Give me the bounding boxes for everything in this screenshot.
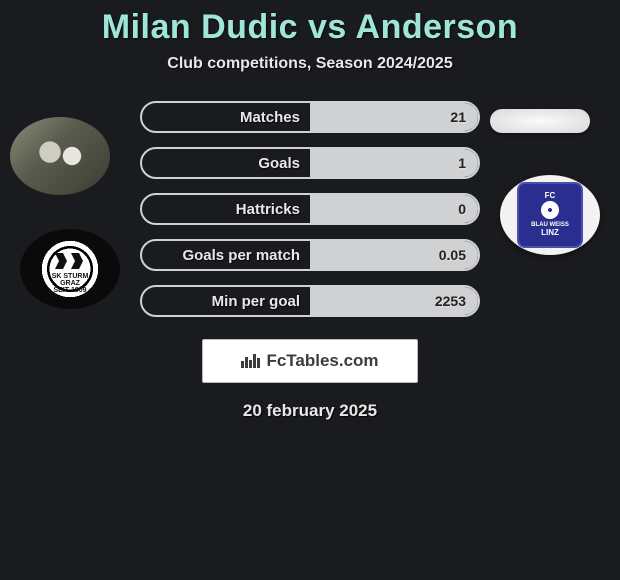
- subtitle: Club competitions, Season 2024/2025: [0, 55, 620, 73]
- stats-list: Matches 21 Goals 1 Hattricks 0 Goals per match…: [140, 101, 480, 317]
- stat-label: Matches: [240, 109, 300, 126]
- stat-left-cell: Hattricks: [142, 195, 310, 223]
- stat-fill: [310, 149, 478, 177]
- sturm-graz-icon: [51, 251, 89, 271]
- stat-value: 2253: [435, 293, 466, 309]
- club-badge-left-year: SEIT 1909: [48, 287, 92, 294]
- stat-value: 0.05: [439, 247, 466, 263]
- club-badge-left-label: SK STURM GRAZ: [48, 273, 92, 287]
- stat-row: Matches 21: [140, 101, 480, 133]
- club-badge-right: FC BLAU WEISS LINZ: [500, 175, 600, 255]
- stat-right-cell: 1: [310, 149, 478, 177]
- stat-right-cell: 0: [310, 195, 478, 223]
- club-badge-left: SK STURM GRAZ SEIT 1909: [20, 229, 120, 309]
- club-badge-right-bottom: LINZ: [541, 229, 559, 238]
- date-line: 20 february 2025: [0, 401, 620, 421]
- ball-icon: [541, 201, 559, 219]
- stat-row: Min per goal 2253: [140, 285, 480, 317]
- stat-right-cell: 2253: [310, 287, 478, 315]
- brand-text: FcTables.com: [266, 351, 378, 371]
- bar-chart-icon: [241, 354, 260, 368]
- stat-left-cell: Goals per match: [142, 241, 310, 269]
- stat-label: Hattricks: [236, 201, 300, 218]
- stat-row: Hattricks 0: [140, 193, 480, 225]
- stat-left-cell: Matches: [142, 103, 310, 131]
- stat-left-cell: Min per goal: [142, 287, 310, 315]
- stat-fill: [310, 195, 478, 223]
- stat-label: Min per goal: [212, 293, 300, 310]
- stat-label: Goals per match: [182, 247, 300, 264]
- stat-row: Goals per match 0.05: [140, 239, 480, 271]
- stat-label: Goals: [258, 155, 300, 172]
- club-badge-right-top: FC: [545, 192, 556, 201]
- stat-right-cell: 0.05: [310, 241, 478, 269]
- player-photo-left: [10, 117, 110, 195]
- stat-value: 1: [458, 155, 466, 171]
- player-photo-right: [490, 109, 590, 133]
- stat-right-cell: 21: [310, 103, 478, 131]
- brand-box[interactable]: FcTables.com: [202, 339, 418, 383]
- page-title: Milan Dudic vs Anderson: [0, 8, 620, 47]
- stat-value: 0: [458, 201, 466, 217]
- stat-value: 21: [450, 109, 466, 125]
- stat-row: Goals 1: [140, 147, 480, 179]
- stat-left-cell: Goals: [142, 149, 310, 177]
- comparison-area: SK STURM GRAZ SEIT 1909 FC BLAU WEISS LI…: [0, 101, 620, 421]
